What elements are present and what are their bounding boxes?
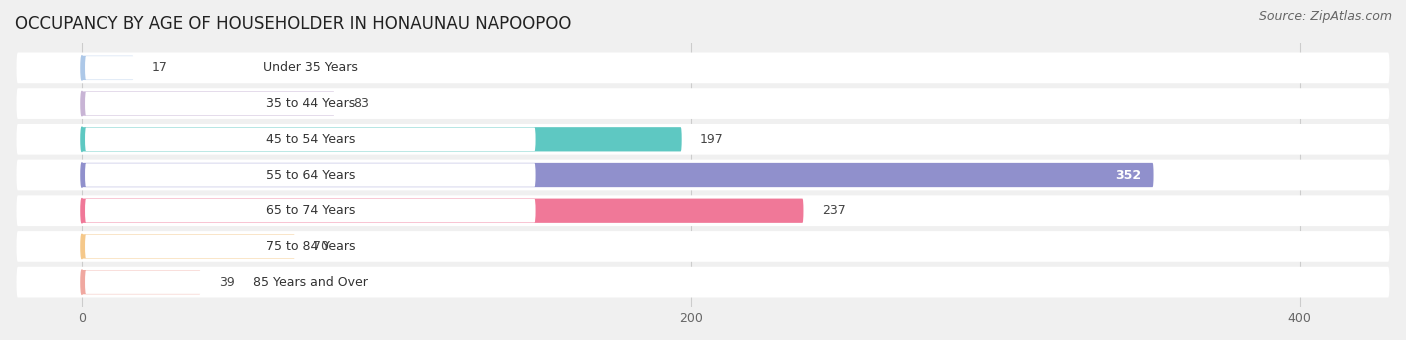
Circle shape <box>82 270 83 294</box>
FancyBboxPatch shape <box>17 267 1389 298</box>
FancyBboxPatch shape <box>84 235 536 258</box>
FancyBboxPatch shape <box>17 231 1389 262</box>
Circle shape <box>82 127 83 151</box>
Circle shape <box>82 199 83 223</box>
FancyBboxPatch shape <box>17 195 1389 226</box>
FancyBboxPatch shape <box>84 128 536 151</box>
FancyBboxPatch shape <box>17 124 1389 155</box>
FancyBboxPatch shape <box>82 199 803 223</box>
Text: OCCUPANCY BY AGE OF HOUSEHOLDER IN HONAUNAU NAPOOPOO: OCCUPANCY BY AGE OF HOUSEHOLDER IN HONAU… <box>15 15 571 33</box>
Text: 55 to 64 Years: 55 to 64 Years <box>266 169 354 182</box>
Text: 85 Years and Over: 85 Years and Over <box>253 276 368 289</box>
Text: 65 to 74 Years: 65 to 74 Years <box>266 204 354 217</box>
Circle shape <box>82 56 83 80</box>
FancyBboxPatch shape <box>17 160 1389 190</box>
Text: 352: 352 <box>1115 169 1142 182</box>
Text: 45 to 54 Years: 45 to 54 Years <box>266 133 354 146</box>
FancyBboxPatch shape <box>84 199 536 222</box>
Text: 83: 83 <box>353 97 368 110</box>
FancyBboxPatch shape <box>82 56 134 80</box>
FancyBboxPatch shape <box>84 56 536 80</box>
Text: 237: 237 <box>821 204 845 217</box>
FancyBboxPatch shape <box>82 127 682 151</box>
FancyBboxPatch shape <box>84 92 536 115</box>
Circle shape <box>82 234 83 259</box>
Text: 75 to 84 Years: 75 to 84 Years <box>266 240 356 253</box>
Text: Source: ZipAtlas.com: Source: ZipAtlas.com <box>1258 10 1392 23</box>
FancyBboxPatch shape <box>82 270 201 294</box>
FancyBboxPatch shape <box>82 163 1153 187</box>
FancyBboxPatch shape <box>84 163 536 187</box>
Text: 70: 70 <box>314 240 329 253</box>
Text: 39: 39 <box>219 276 235 289</box>
FancyBboxPatch shape <box>17 88 1389 119</box>
Text: 197: 197 <box>700 133 724 146</box>
FancyBboxPatch shape <box>17 53 1389 83</box>
FancyBboxPatch shape <box>82 91 335 116</box>
FancyBboxPatch shape <box>82 234 295 259</box>
Circle shape <box>82 163 83 187</box>
FancyBboxPatch shape <box>84 270 536 294</box>
Text: Under 35 Years: Under 35 Years <box>263 62 357 74</box>
Circle shape <box>82 91 83 116</box>
Text: 35 to 44 Years: 35 to 44 Years <box>266 97 354 110</box>
Text: 17: 17 <box>152 62 167 74</box>
